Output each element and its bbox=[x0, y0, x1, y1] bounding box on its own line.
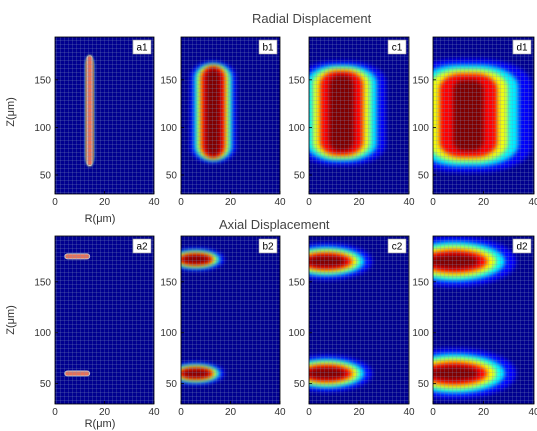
axial-x-tick-label: 40 bbox=[274, 407, 286, 418]
radial-y-tick-label: 100 bbox=[412, 123, 429, 134]
axial-y-tick-label: 100 bbox=[34, 328, 51, 339]
panel-a1: 0 20 40 50 100 150 a1 bbox=[34, 36, 160, 208]
y-axis-label-top: Z(μm) bbox=[5, 97, 17, 127]
axial-y-tick-label: 100 bbox=[412, 328, 429, 339]
radial-x-tick-label: 20 bbox=[478, 197, 490, 208]
y-axis-label-bottom: Z(μm) bbox=[5, 305, 17, 335]
panel-a2: 0 20 40 50 100 150 a2 bbox=[34, 235, 160, 418]
axial-y-tick-label: 150 bbox=[288, 277, 305, 288]
panel-label: c1 bbox=[392, 43, 403, 54]
panel-d1: 0 20 40 50 100 150 d1 bbox=[412, 36, 537, 208]
radial-x-tick-label: 40 bbox=[403, 197, 415, 208]
panel-label: a2 bbox=[136, 242, 148, 253]
axial-x-tick-label: 20 bbox=[225, 407, 237, 418]
panel-label: d2 bbox=[516, 242, 528, 253]
axial-y-tick-label: 150 bbox=[160, 277, 177, 288]
panel-label: c2 bbox=[392, 242, 403, 253]
panel-label-box bbox=[258, 238, 278, 254]
radial-x-tick-label: 20 bbox=[353, 197, 365, 208]
radial-y-tick-label: 50 bbox=[40, 170, 52, 181]
panel-label-box bbox=[132, 238, 152, 254]
axial-y-tick-label: 100 bbox=[288, 328, 305, 339]
radial-x-tick-label: 0 bbox=[178, 197, 184, 208]
x-axis-label-top: R(μm) bbox=[85, 213, 116, 225]
axial-y-tick-label: 50 bbox=[40, 379, 52, 390]
radial-x-tick-label: 0 bbox=[306, 197, 312, 208]
radial-y-tick-label: 100 bbox=[288, 123, 305, 134]
axial-x-tick-label: 40 bbox=[148, 407, 160, 418]
panel-label-box bbox=[512, 39, 532, 55]
panel-label: a1 bbox=[136, 43, 148, 54]
radial-y-tick-label: 50 bbox=[166, 170, 178, 181]
radial-x-tick-label: 40 bbox=[274, 197, 286, 208]
radial-y-tick-label: 150 bbox=[412, 75, 429, 86]
axial-x-tick-label: 20 bbox=[99, 407, 111, 418]
axial-x-tick-label: 40 bbox=[528, 407, 537, 418]
panel-b2: 0 20 40 50 100 150 b2 bbox=[160, 235, 286, 418]
radial-x-tick-label: 40 bbox=[148, 197, 160, 208]
radial-x-tick-label: 0 bbox=[52, 197, 58, 208]
panel-label-box bbox=[512, 238, 532, 254]
x-axis-label-bottom: R(μm) bbox=[85, 418, 116, 430]
axial-x-tick-label: 0 bbox=[430, 407, 436, 418]
panel-c1: 0 20 40 50 100 150 c1 bbox=[288, 36, 415, 208]
panel-label: d1 bbox=[516, 43, 528, 54]
panel-label-box bbox=[387, 39, 407, 55]
axial-y-tick-label: 100 bbox=[160, 328, 177, 339]
panel-label-box bbox=[387, 238, 407, 254]
axial-y-tick-label: 150 bbox=[34, 277, 51, 288]
panel-d2: 0 20 40 50 100 150 d2 bbox=[412, 235, 537, 418]
panel-label: b1 bbox=[262, 43, 274, 54]
radial-displacement-title: Radial Displacement bbox=[252, 11, 372, 26]
panel-label: b2 bbox=[262, 242, 274, 253]
axial-x-tick-label: 40 bbox=[403, 407, 415, 418]
axial-y-tick-label: 50 bbox=[418, 379, 430, 390]
axial-x-tick-label: 0 bbox=[178, 407, 184, 418]
axial-displacement-title: Axial Displacement bbox=[219, 217, 330, 232]
axial-x-tick-label: 0 bbox=[306, 407, 312, 418]
axial-x-tick-label: 20 bbox=[353, 407, 365, 418]
radial-x-tick-label: 20 bbox=[225, 197, 237, 208]
radial-x-tick-label: 0 bbox=[430, 197, 436, 208]
radial-x-tick-label: 20 bbox=[99, 197, 111, 208]
radial-y-tick-label: 150 bbox=[34, 75, 51, 86]
axis-labels: Z(μm) Z(μm) R(μm) R(μm) bbox=[5, 97, 115, 430]
panel-grid: 0 20 40 50 100 150 a1 0 20 40 50 100 150 b1 0 20 40 50 100… bbox=[34, 36, 537, 418]
radial-y-tick-label: 100 bbox=[34, 123, 51, 134]
panel-label-box bbox=[132, 39, 152, 55]
panel-b1: 0 20 40 50 100 150 b1 bbox=[160, 36, 286, 208]
axial-x-tick-label: 0 bbox=[52, 407, 58, 418]
radial-y-tick-label: 150 bbox=[288, 75, 305, 86]
radial-y-tick-label: 50 bbox=[418, 170, 430, 181]
radial-y-tick-label: 50 bbox=[294, 170, 306, 181]
axial-x-tick-label: 20 bbox=[478, 407, 490, 418]
radial-x-tick-label: 40 bbox=[528, 197, 537, 208]
axial-y-tick-label: 150 bbox=[412, 277, 429, 288]
panel-label-box bbox=[258, 39, 278, 55]
axial-y-tick-label: 50 bbox=[294, 379, 306, 390]
radial-y-tick-label: 150 bbox=[160, 75, 177, 86]
radial-y-tick-label: 100 bbox=[160, 123, 177, 134]
axial-y-tick-label: 50 bbox=[166, 379, 178, 390]
panel-c2: 0 20 40 50 100 150 c2 bbox=[288, 235, 415, 418]
